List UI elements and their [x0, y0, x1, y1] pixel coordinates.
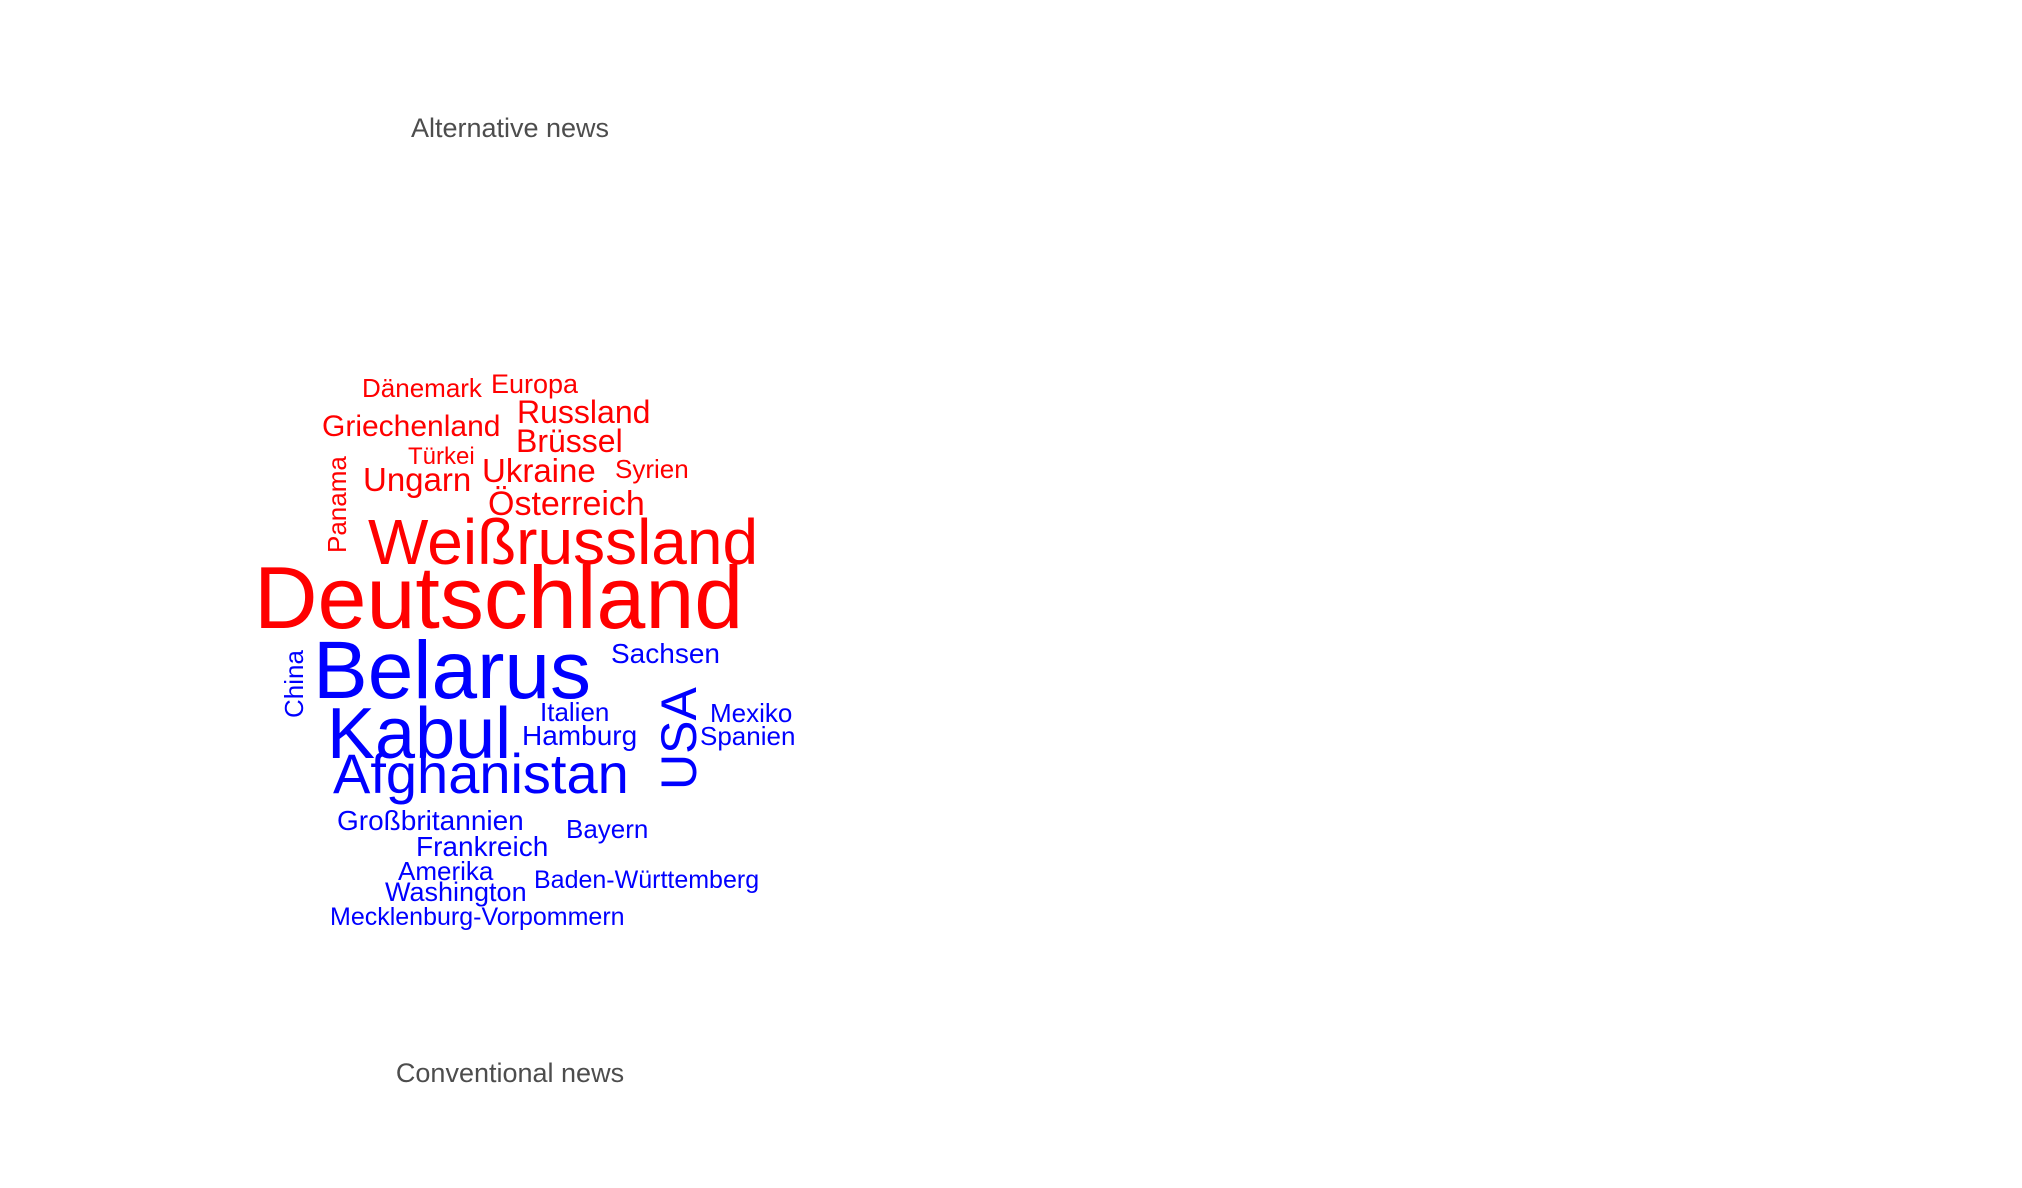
group-label-bottom: Conventional news: [395, 1058, 625, 1088]
word-baden-württemberg: Baden-Württemberg: [534, 866, 759, 894]
word-usa: USA: [651, 687, 707, 790]
word-weißrussland: Weißrussland: [368, 506, 758, 578]
word-frankreich: Frankreich: [416, 831, 548, 862]
word-ungarn: Ungarn: [363, 461, 471, 498]
word-mexiko: Mexiko: [710, 698, 792, 728]
word-afghanistan: Afghanistan: [333, 742, 629, 805]
word-europa: Europa: [491, 369, 579, 399]
word-italien: Italien: [540, 697, 609, 727]
group-label-top: Alternative news: [410, 113, 610, 143]
word-deutschland: Deutschland: [254, 548, 743, 647]
word-belarus: Belarus: [313, 625, 591, 716]
word-syrien: Syrien: [615, 454, 689, 484]
word-amerika: Amerika: [398, 856, 494, 886]
word-bayern: Bayern: [566, 814, 648, 844]
word-mecklenburg-vorpommern: Mecklenburg-Vorpommern: [330, 903, 625, 931]
word-dänemark: Dänemark: [362, 373, 483, 403]
word-türkei: Türkei: [408, 443, 475, 470]
word-spanien: Spanien: [700, 721, 795, 751]
word-hamburg: Hamburg: [522, 720, 637, 751]
word-panama: Panama: [322, 456, 352, 553]
word-washington: Washington: [385, 877, 527, 907]
word-brüssel: Brüssel: [516, 423, 623, 459]
word-großbritannien: Großbritannien: [337, 805, 524, 836]
word-österreich: Österreich: [488, 485, 645, 523]
word-kabul: Kabul: [327, 694, 511, 774]
word-russland: Russland: [517, 394, 650, 430]
word-china: China: [279, 650, 309, 718]
word-griechenland: Griechenland: [322, 410, 500, 443]
word-ukraine: Ukraine: [482, 452, 596, 489]
word-sachsen: Sachsen: [611, 638, 720, 669]
